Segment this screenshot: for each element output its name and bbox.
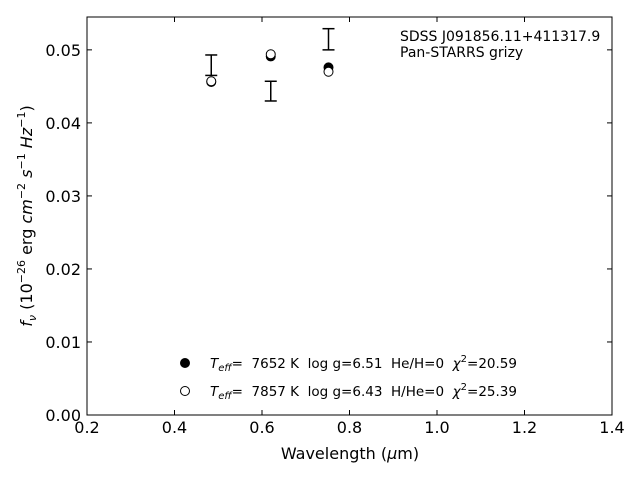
error-bar <box>205 54 218 77</box>
legend-marker-open <box>180 386 190 396</box>
y-tick-label: 0.02 <box>45 260 81 279</box>
annotation-survey: Pan-STARRS grizy <box>400 45 523 61</box>
x-axis-title: Wavelength (μm) <box>281 444 419 463</box>
y-tick-label: 0.05 <box>45 41 81 60</box>
legend-marker-filled <box>180 358 190 368</box>
legend-entry-2: Teff= 7857 K log g=6.43 H/He=0 χ2=25.39 <box>210 382 517 402</box>
x-tick-label: 0.8 <box>337 418 362 437</box>
x-tick-label: 0.4 <box>162 418 187 437</box>
data-markers <box>206 49 334 87</box>
model-point-open <box>265 49 276 60</box>
y-tick-label: 0.00 <box>45 406 81 425</box>
x-tick-label: 0.6 <box>249 418 274 437</box>
error-bars <box>205 27 335 102</box>
x-tick-label: 1.0 <box>424 418 449 437</box>
annotation-object: SDSS J091856.11+411317.9 <box>400 29 600 45</box>
y-axis-title: fν (10−26 erg cm−2 s−1 Hz−1) <box>15 105 39 326</box>
x-tick-label: 1.4 <box>599 418 624 437</box>
error-bar <box>264 80 277 102</box>
x-tick-label: 1.2 <box>512 418 537 437</box>
y-tick-label: 0.01 <box>45 333 81 352</box>
error-bar <box>322 27 335 51</box>
x-tick-label: 0.2 <box>74 418 99 437</box>
y-tick-label: 0.04 <box>45 114 81 133</box>
y-tick-label: 0.03 <box>45 187 81 206</box>
model-point-open <box>323 66 334 77</box>
legend-entry-1: Teff= 7652 K log g=6.51 He/H=0 χ2=20.59 <box>210 354 517 374</box>
ticks: 0.2 0.4 0.6 0.8 1.0 1.2 1.4 0.00 0.01 0.02 0.03 0.0… <box>45 17 625 437</box>
model-point-open <box>206 76 217 87</box>
